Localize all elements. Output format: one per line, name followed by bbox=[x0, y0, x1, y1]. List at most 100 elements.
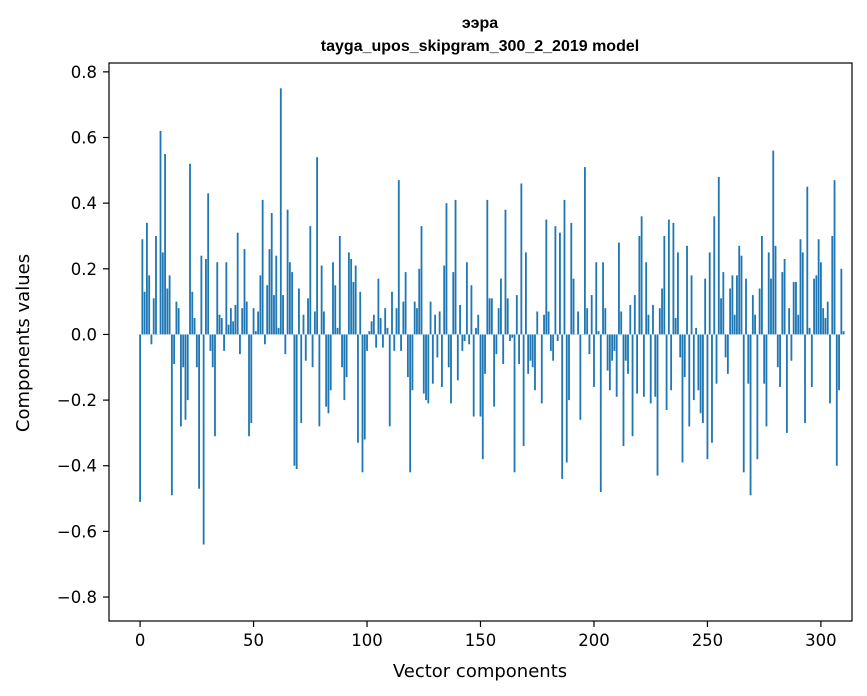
bar-162 bbox=[506, 298, 509, 335]
bar-130 bbox=[434, 314, 437, 335]
bar-262 bbox=[733, 314, 736, 335]
bar-212 bbox=[620, 311, 623, 335]
bar-264 bbox=[738, 245, 741, 335]
bar-13 bbox=[168, 275, 171, 335]
bar-169 bbox=[522, 334, 525, 447]
bar-309 bbox=[840, 268, 843, 335]
bar-117 bbox=[404, 272, 407, 335]
bar-60 bbox=[275, 255, 278, 335]
bar-28 bbox=[202, 334, 205, 545]
bar-286 bbox=[788, 308, 791, 335]
bar-181 bbox=[549, 334, 552, 351]
bar-259 bbox=[726, 334, 729, 374]
bar-122 bbox=[416, 308, 418, 335]
y-tick-label: 0.6 bbox=[71, 129, 97, 148]
bar-199 bbox=[590, 295, 593, 335]
bar-4 bbox=[148, 275, 151, 335]
bar-304 bbox=[829, 334, 831, 404]
bar-153 bbox=[486, 199, 489, 335]
bar-30 bbox=[207, 193, 210, 335]
bar-287 bbox=[790, 334, 793, 361]
bar-155 bbox=[490, 298, 493, 335]
y-tick-label: 0.2 bbox=[71, 260, 97, 279]
y-tick-label: −0.8 bbox=[57, 588, 97, 607]
bar-258 bbox=[724, 334, 727, 358]
bar-57 bbox=[268, 249, 271, 335]
bar-157 bbox=[495, 334, 498, 355]
bar-229 bbox=[658, 308, 661, 335]
bar-310 bbox=[842, 331, 845, 335]
bar-175 bbox=[536, 311, 539, 335]
bar-1 bbox=[141, 239, 144, 335]
bar-121 bbox=[413, 301, 416, 335]
y-tick-label: −0.2 bbox=[57, 391, 97, 410]
bar-285 bbox=[785, 334, 788, 433]
bar-52 bbox=[257, 311, 260, 335]
bar-208 bbox=[611, 334, 614, 361]
bar-238 bbox=[679, 334, 682, 358]
bar-71 bbox=[300, 334, 303, 424]
bar-54 bbox=[261, 199, 264, 335]
bar-205 bbox=[604, 308, 607, 335]
bar-294 bbox=[806, 186, 809, 335]
bar-82 bbox=[325, 334, 328, 407]
bar-36 bbox=[220, 318, 223, 335]
bar-268 bbox=[747, 334, 750, 384]
bar-15 bbox=[173, 334, 176, 364]
bar-5 bbox=[150, 334, 153, 345]
bar-80 bbox=[320, 265, 323, 335]
bar-148 bbox=[475, 327, 477, 335]
bar-203 bbox=[599, 334, 602, 492]
bar-50 bbox=[252, 308, 255, 335]
bar-251 bbox=[708, 252, 711, 335]
bar-245 bbox=[695, 327, 697, 335]
bar-110 bbox=[388, 334, 391, 427]
bar-182 bbox=[552, 334, 555, 361]
bar-88 bbox=[338, 235, 341, 335]
bar-156 bbox=[493, 334, 496, 407]
bar-214 bbox=[624, 334, 627, 361]
bar-220 bbox=[638, 235, 641, 335]
bar-16 bbox=[175, 301, 178, 335]
bar-180 bbox=[547, 311, 550, 335]
bar-145 bbox=[468, 334, 471, 345]
bar-51 bbox=[254, 331, 257, 335]
bar-31 bbox=[209, 334, 212, 351]
bar-21 bbox=[186, 334, 189, 401]
bar-140 bbox=[456, 334, 459, 381]
bar-22 bbox=[189, 163, 191, 335]
bar-134 bbox=[443, 265, 446, 335]
bar-77 bbox=[313, 311, 316, 335]
bar-283 bbox=[781, 272, 784, 335]
bar-298 bbox=[815, 275, 818, 335]
bar-193 bbox=[577, 311, 579, 335]
bar-274 bbox=[761, 235, 763, 335]
chart-subtitle: tayga_upos_skipgram_300_2_2019 model bbox=[321, 38, 639, 55]
bar-216 bbox=[629, 304, 632, 335]
y-tick-label: 0.4 bbox=[71, 194, 97, 213]
bar-241 bbox=[686, 245, 688, 335]
bar-183 bbox=[554, 226, 557, 335]
bar-271 bbox=[754, 314, 757, 335]
bar-263 bbox=[736, 275, 738, 335]
bar-78 bbox=[316, 157, 319, 335]
x-tick-label: 200 bbox=[578, 631, 610, 650]
bar-161 bbox=[504, 209, 507, 335]
bar-70 bbox=[298, 288, 300, 335]
bar-228 bbox=[656, 334, 659, 476]
bar-19 bbox=[182, 334, 185, 368]
chart-title: ээра bbox=[462, 15, 498, 32]
bar-164 bbox=[511, 334, 514, 338]
bar-3 bbox=[145, 222, 148, 335]
bar-305 bbox=[831, 235, 834, 335]
bar-277 bbox=[767, 252, 770, 335]
bar-242 bbox=[688, 334, 691, 427]
bar-267 bbox=[745, 278, 747, 335]
bar-129 bbox=[431, 334, 434, 384]
bar-159 bbox=[500, 278, 502, 335]
bar-67 bbox=[291, 272, 294, 335]
bar-266 bbox=[742, 334, 745, 473]
bar-255 bbox=[717, 176, 720, 335]
bar-254 bbox=[715, 334, 718, 384]
bar-126 bbox=[425, 334, 427, 401]
